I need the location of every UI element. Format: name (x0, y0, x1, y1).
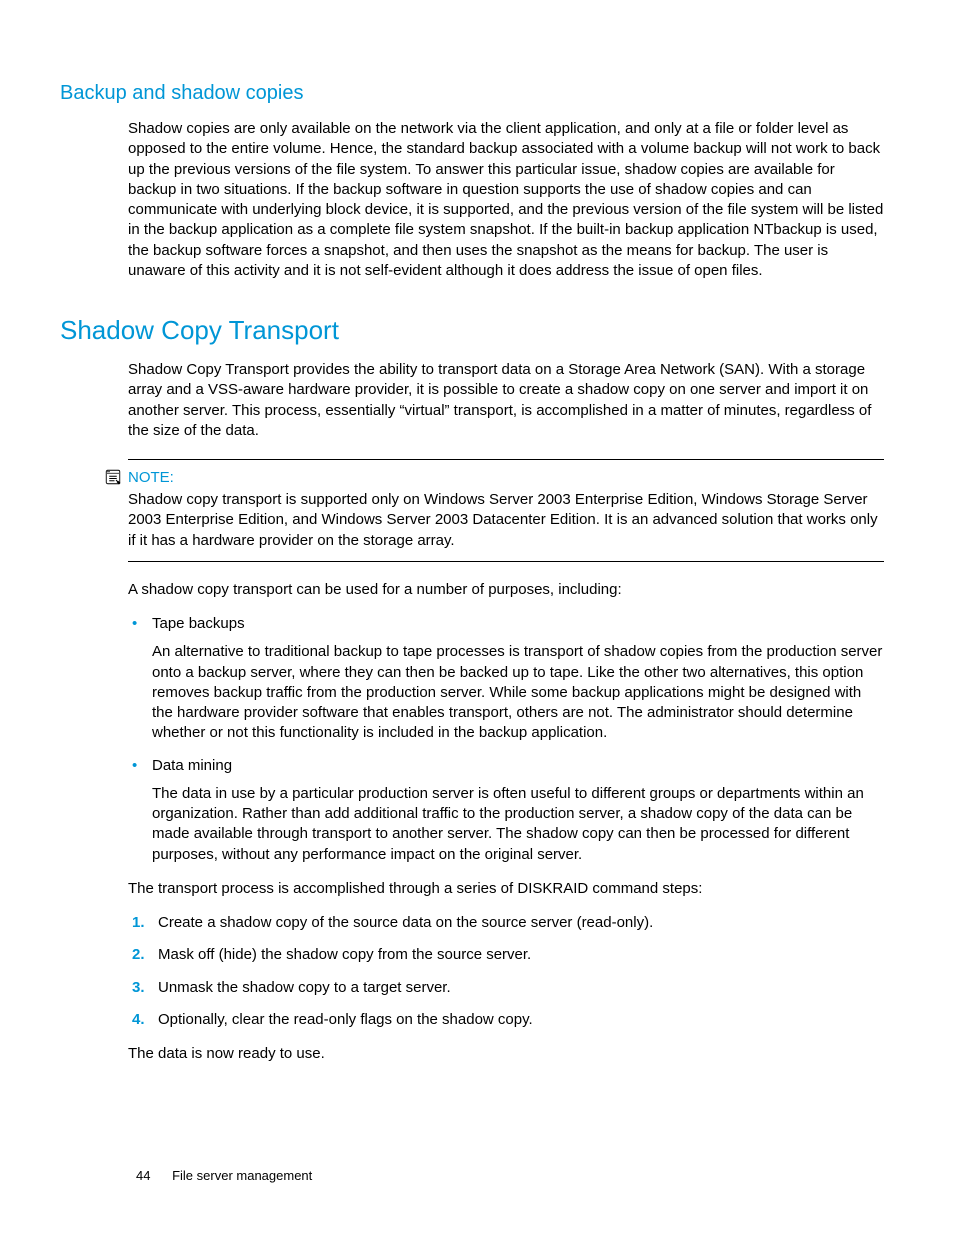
section-heading-transport: Shadow Copy Transport (60, 315, 894, 346)
steps-lead: The transport process is accomplished th… (128, 879, 884, 899)
bullet-body: The data in use by a particular producti… (152, 784, 884, 865)
section-heading-backup: Backup and shadow copies (60, 82, 894, 105)
section2-intro: Shadow Copy Transport provides the abili… (128, 360, 884, 441)
list-item: Unmask the shadow copy to a target serve… (128, 978, 884, 998)
ordered-list: Create a shadow copy of the source data … (128, 913, 884, 1030)
list-item: Mask off (hide) the shadow copy from the… (128, 945, 884, 965)
bullet-body: An alternative to traditional backup to … (152, 642, 884, 743)
note-box: NOTE: Shadow copy transport is supported… (128, 459, 884, 562)
purposes-lead: A shadow copy transport can be used for … (128, 580, 884, 600)
note-body: Shadow copy transport is supported only … (128, 490, 884, 551)
list-item: Tape backups An alternative to tradition… (128, 614, 884, 744)
section1-paragraph: Shadow copies are only available on the … (128, 119, 884, 281)
bullet-title: Tape backups (152, 614, 884, 634)
list-item: Create a shadow copy of the source data … (128, 913, 884, 933)
section1-body: Shadow copies are only available on the … (128, 119, 884, 281)
note-top-rule (128, 459, 884, 460)
list-item: Data mining The data in use by a particu… (128, 756, 884, 865)
note-icon (104, 468, 122, 486)
note-header: NOTE: (128, 468, 884, 486)
page-footer: 44 File server management (136, 1168, 312, 1183)
footer-section-title: File server management (172, 1168, 312, 1183)
note-label: NOTE: (128, 469, 174, 486)
closing-paragraph: The data is now ready to use. (128, 1044, 884, 1064)
list-item: Optionally, clear the read-only flags on… (128, 1010, 884, 1030)
page-number: 44 (136, 1168, 150, 1183)
section2-intro-block: Shadow Copy Transport provides the abili… (128, 360, 884, 441)
bullet-title: Data mining (152, 756, 884, 776)
section2-body: A shadow copy transport can be used for … (128, 580, 884, 1065)
bullet-list: Tape backups An alternative to tradition… (128, 614, 884, 865)
document-page: Backup and shadow copies Shadow copies a… (0, 0, 954, 1235)
note-bottom-rule (128, 561, 884, 562)
